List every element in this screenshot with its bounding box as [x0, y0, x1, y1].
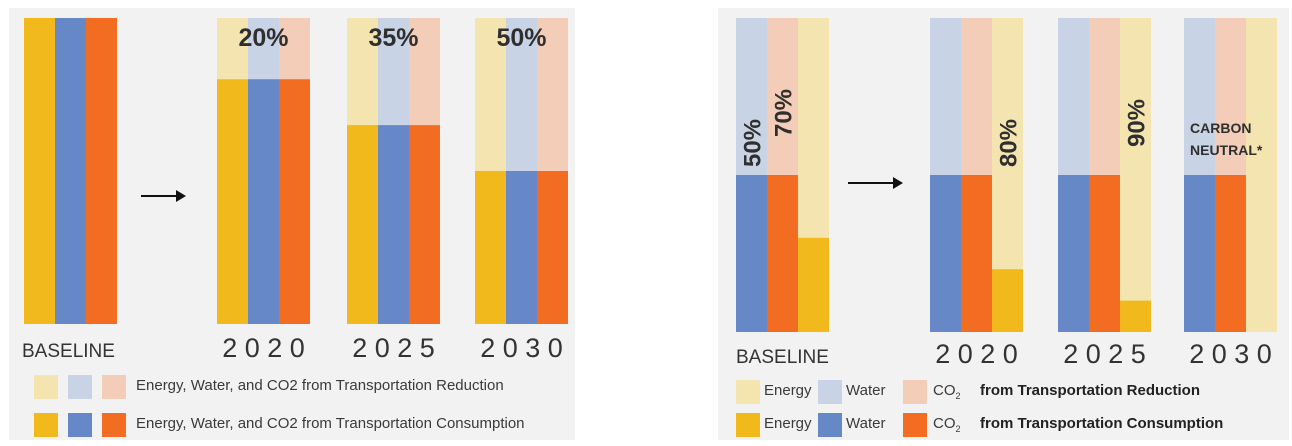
bar-water-consumption — [736, 175, 767, 332]
bar-energy-consumption — [798, 237, 829, 332]
bar-co2-reduction — [961, 18, 992, 175]
bar-co2-reduction — [409, 18, 440, 126]
bar-value-label: 90% — [1124, 99, 1151, 147]
bar-energy-reduction — [475, 18, 506, 171]
bar-energy-reduction — [992, 18, 1023, 270]
bar-water-consumption — [930, 175, 961, 332]
bar-energy-consumption — [992, 269, 1023, 332]
legend-swatch-energy-light — [736, 380, 760, 404]
category-label: 2 0 3 0 — [480, 333, 563, 363]
bar-value-label: 50% — [740, 119, 767, 167]
legend-label-reduction: Energy, Water, and CO2 from Transportati… — [136, 377, 504, 394]
legend-swatch-water-light — [68, 375, 92, 399]
category-label: 2 0 2 0 — [935, 339, 1018, 369]
legend-label-energy: Energy — [764, 382, 812, 399]
left-chart: BASELINE 20% 2 0 2 0 35% 2 0 2 5 50% 2 0 3 0 — [22, 18, 568, 363]
legend-row-consumption-right: Energy Water CO2 from Transportation Con… — [736, 413, 1286, 437]
legend-label-reduction-right: from Transportation Reduction — [980, 382, 1201, 399]
bar-energy-reduction — [1120, 18, 1151, 301]
bar-water-consumption — [248, 79, 279, 324]
bar-energy-reduction — [347, 18, 378, 126]
category-label: 2 0 2 5 — [1063, 339, 1146, 369]
left-chart-panel: BASELINE 20% 2 0 2 0 35% 2 0 2 5 50% 2 0 3 0 E… — [9, 8, 575, 440]
bar-co2-consumption — [1089, 175, 1120, 332]
bar-energy-reduction — [217, 18, 248, 80]
bar-water-consumption — [506, 171, 537, 324]
category-label: 2 0 2 0 — [222, 333, 305, 363]
bar-water-consumption — [1058, 175, 1089, 332]
legend-label-energy-2: Energy — [764, 415, 812, 432]
legend-label-co2-2: CO2 — [933, 415, 961, 434]
bar-co2-reduction — [767, 18, 798, 175]
legend-swatch-co2 — [102, 413, 126, 437]
carbon-neutral-label: NEUTRAL* — [1190, 142, 1263, 158]
bar-water-consumption — [1184, 175, 1215, 332]
category-label: BASELINE — [22, 341, 115, 362]
bar-value-label: 80% — [996, 119, 1023, 167]
bar-co2-reduction — [279, 18, 310, 80]
co2-text-2: CO — [933, 415, 956, 432]
bar-energy-reduction — [1246, 18, 1277, 332]
bar-co2-consumption — [1215, 175, 1246, 332]
legend-label-co2: CO2 — [933, 382, 961, 401]
bar-water-reduction — [248, 18, 279, 80]
bar-value-label: 20% — [238, 24, 288, 52]
legend-row-reduction-right: Energy Water CO2 from Transportation Red… — [736, 380, 1286, 404]
bar-co2-consumption — [961, 175, 992, 332]
legend-swatch-co2 — [903, 413, 927, 437]
right-chart: BASELINE 2 0 2 0 2 0 2 5 2 0 3 0 50%70% 80% 90… — [736, 18, 1277, 369]
bar-co2-consumption — [409, 125, 440, 324]
legend-swatch-water — [818, 413, 842, 437]
category-label: 2 0 3 0 — [1189, 339, 1272, 369]
bar-co2-consumption — [86, 18, 117, 324]
bar-value-label: 50% — [496, 24, 546, 52]
bar-energy-consumption — [347, 125, 378, 324]
legend-swatch-energy-light — [34, 375, 58, 399]
bar-value-label: 70% — [771, 89, 798, 137]
bar-energy-reduction — [798, 18, 829, 238]
legend-row-reduction: Energy, Water, and CO2 from Transportati… — [34, 375, 564, 399]
bar-co2-consumption — [767, 175, 798, 332]
legend-label-water-2: Water — [846, 415, 886, 432]
legend-swatch-energy — [736, 413, 760, 437]
bar-water-consumption — [378, 125, 409, 324]
legend-label-consumption: Energy, Water, and CO2 from Transportati… — [136, 415, 525, 432]
legend-label-water: Water — [846, 382, 886, 399]
bar-co2-consumption — [537, 171, 568, 324]
bar-energy-consumption — [24, 18, 55, 324]
bar-co2-consumption — [279, 79, 310, 324]
right-arrow-icon-head — [176, 190, 186, 202]
bar-water-reduction — [1184, 18, 1215, 175]
co2-text: CO — [933, 382, 956, 399]
bar-energy-consumption — [475, 171, 506, 324]
co2-subscript-2: 2 — [955, 424, 961, 434]
legend-swatch-water — [68, 413, 92, 437]
bar-co2-reduction — [1215, 18, 1246, 175]
carbon-neutral-label: CARBON — [1190, 120, 1251, 136]
right-chart-panel: BASELINE 2 0 2 0 2 0 2 5 2 0 3 0 50% 70% 80% 90… — [718, 8, 1289, 440]
bar-value-label: 35% — [368, 24, 418, 52]
category-label: 2 0 2 5 — [352, 333, 435, 363]
bar-co2-reduction — [537, 18, 568, 171]
bar-water-consumption — [55, 18, 86, 324]
category-label: BASELINE — [736, 347, 829, 368]
bar-energy-consumption — [217, 79, 248, 324]
bar-water-reduction — [378, 18, 409, 126]
legend-swatch-co2-light — [102, 375, 126, 399]
bar-water-reduction — [736, 18, 767, 175]
co2-subscript: 2 — [955, 391, 961, 401]
right-arrow-icon-head — [893, 177, 903, 189]
bar-water-reduction — [930, 18, 961, 175]
bar-water-reduction — [1058, 18, 1089, 175]
bar-water-reduction — [506, 18, 537, 171]
bar-energy-consumption — [1120, 300, 1151, 332]
legend-swatch-water-light — [818, 380, 842, 404]
legend-label-consumption-right: from Transportation Consumption — [980, 415, 1224, 432]
legend-row-consumption: Energy, Water, and CO2 from Transportati… — [34, 413, 564, 437]
legend-swatch-energy — [34, 413, 58, 437]
legend-swatch-co2-light — [903, 380, 927, 404]
bar-co2-reduction — [1089, 18, 1120, 175]
